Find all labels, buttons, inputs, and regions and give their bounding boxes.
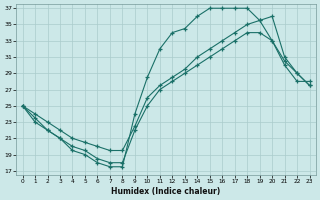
X-axis label: Humidex (Indice chaleur): Humidex (Indice chaleur) xyxy=(111,187,221,196)
